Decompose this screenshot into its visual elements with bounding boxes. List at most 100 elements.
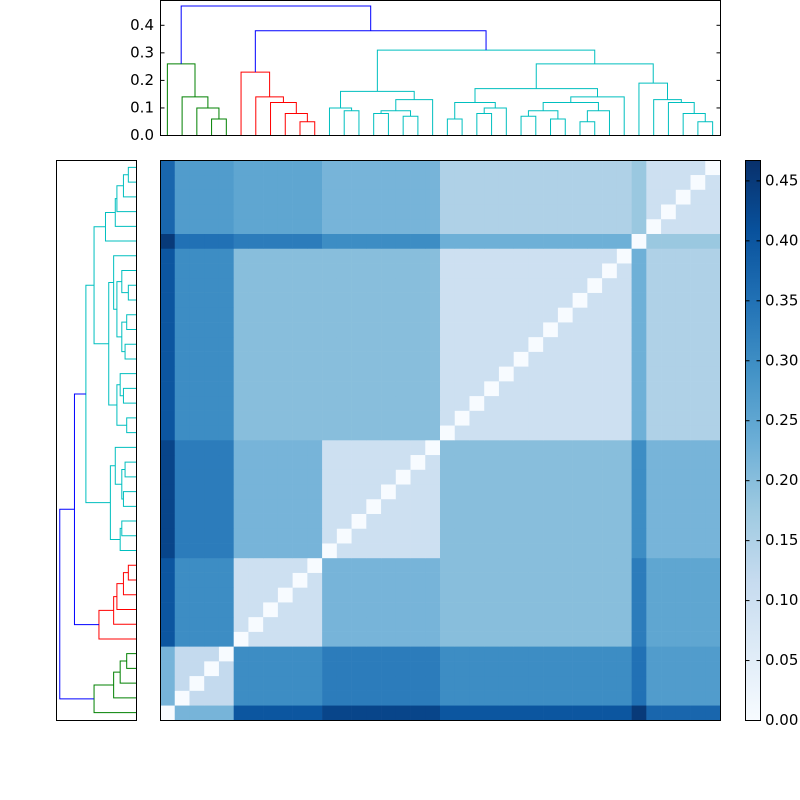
heatmap-cell [366,160,382,176]
heatmap-cell [484,513,500,529]
heatmap-cell [395,277,411,293]
heatmap-cell [440,277,456,293]
heatmap-cell [646,675,662,691]
heatmap-cell [160,572,176,588]
heatmap-cell [395,572,411,588]
heatmap-cell [498,160,514,176]
heatmap-cell [410,366,426,382]
heatmap-cell [513,336,529,352]
heatmap-cell [616,484,632,500]
heatmap-cell [204,675,220,691]
heatmap-cell [160,543,176,559]
heatmap-cell [484,675,500,691]
heatmap-cell [646,204,662,220]
heatmap-cell [322,557,338,573]
heatmap-cell [513,410,529,426]
heatmap-cell [572,572,588,588]
heatmap-cell [425,602,441,618]
heatmap-cell [675,454,691,470]
heatmap-cell [513,484,529,500]
top-dendrogram-link [255,96,284,136]
heatmap-cell [690,307,706,323]
heatmap-cell [233,469,249,485]
heatmap-cell [616,602,632,618]
heatmap-cell [498,602,514,618]
heatmap-cell [557,690,573,706]
left-dendrogram-link [73,393,99,626]
heatmap-cell [395,218,411,234]
heatmap-cell [381,366,397,382]
heatmap-cell [484,307,500,323]
heatmap-cell [557,602,573,618]
heatmap-cell [572,469,588,485]
heatmap-cell [631,528,647,544]
heatmap-cell [661,498,677,514]
top-dendrogram-link [340,90,415,108]
heatmap-cell [381,351,397,367]
heatmap-cell [469,322,485,338]
heatmap-cell [218,646,234,662]
heatmap-cell [484,263,500,279]
heatmap-cell [440,661,456,677]
heatmap-cell [690,381,706,397]
heatmap-cell [528,160,544,176]
heatmap-cell [425,616,441,632]
heatmap-cell [675,204,691,220]
top-dendrogram-link [254,30,487,73]
heatmap-cell [587,233,603,249]
heatmap-cell [322,366,338,382]
heatmap-cell [160,631,176,647]
heatmap-cell [174,189,190,205]
heatmap-cell [248,410,264,426]
heatmap-cell [189,233,205,249]
heatmap-cell [366,498,382,514]
heatmap-cell [498,322,514,338]
heatmap-cell [469,336,485,352]
heatmap-cell [572,351,588,367]
heatmap-cell [705,454,721,470]
heatmap-cell [587,675,603,691]
heatmap-cell [160,513,176,529]
heatmap-cell [204,705,220,721]
heatmap-cell [587,204,603,220]
heatmap-cell [440,587,456,603]
heatmap-cell [277,277,293,293]
heatmap-cell [616,336,632,352]
heatmap-cell [631,204,647,220]
heatmap-cell [469,189,485,205]
heatmap-cell [351,233,367,249]
heatmap-cell [381,381,397,397]
heatmap-cell [675,381,691,397]
heatmap-cell [292,307,308,323]
heatmap-cell [543,410,559,426]
colorbar-tick-label: 0.05 [765,651,798,669]
heatmap-cell [469,675,485,691]
left-dendrogram-link [126,653,137,669]
heatmap-cell [263,572,279,588]
heatmap-cell [336,292,352,308]
heatmap-cell [661,395,677,411]
heatmap-cell [204,690,220,706]
heatmap-cell [336,602,352,618]
heatmap-cell [690,292,706,308]
heatmap-cell [631,661,647,677]
heatmap-cell [425,189,441,205]
heatmap-cell [233,513,249,529]
heatmap-cell [425,336,441,352]
heatmap-cell [602,366,618,382]
heatmap-cell [160,174,176,190]
heatmap-cell [204,277,220,293]
heatmap-cell [587,248,603,264]
heatmap-cell [705,469,721,485]
heatmap-cell [189,425,205,441]
heatmap-cell [322,513,338,529]
heatmap-cell [705,616,721,632]
heatmap-cell [616,661,632,677]
heatmap-cell [602,425,618,441]
heatmap-cell [484,277,500,293]
heatmap-cell [263,277,279,293]
heatmap-cell [543,292,559,308]
heatmap-cell [174,307,190,323]
heatmap-cell [661,174,677,190]
heatmap-cell [366,248,382,264]
